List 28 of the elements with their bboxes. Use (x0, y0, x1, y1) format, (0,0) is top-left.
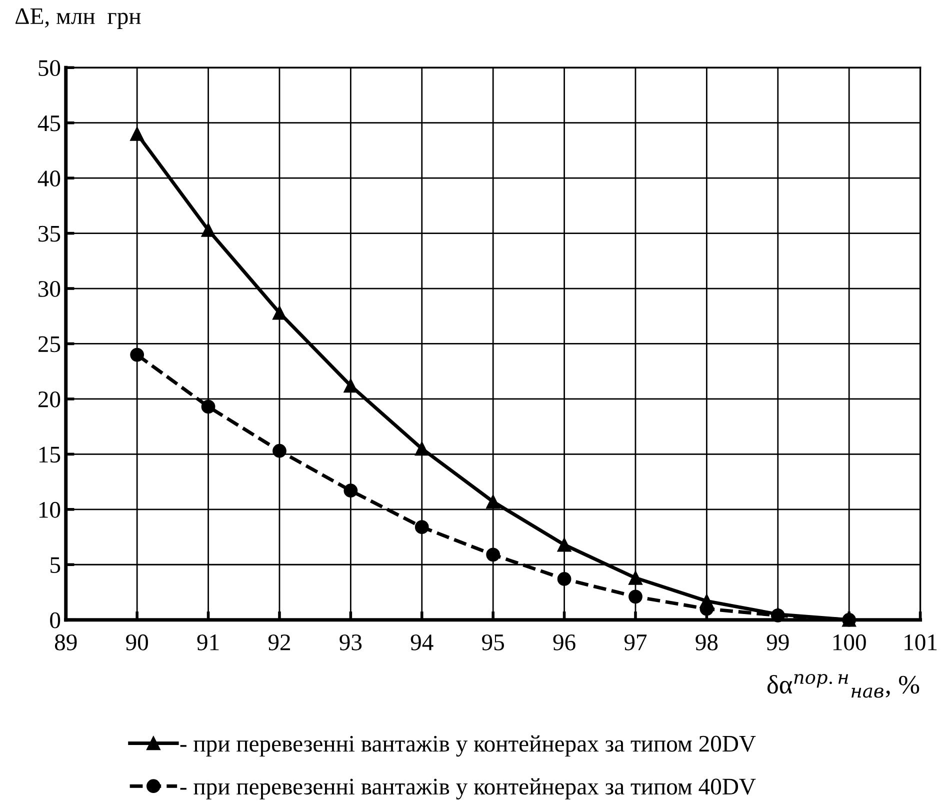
y-tick-label: 10 (39, 502, 60, 518)
y-tick-label: 50 (38, 60, 60, 76)
y-tick-label: 15 (39, 446, 60, 463)
y-tick-label: 40 (38, 170, 60, 186)
x-tick-label: 90 (126, 634, 148, 650)
x-tick-label: 89 (54, 634, 77, 650)
legend-label: - при перевезенні вантажів у контейнерах за типом 20DV (180, 735, 756, 757)
x-tick-label: 93 (340, 634, 362, 650)
y-tick-label: 30 (38, 281, 60, 297)
y-tick-label: 5 (50, 557, 60, 574)
y-tick-label: 20 (38, 391, 60, 408)
y-axis-title: ΔE, млн грн (16, 8, 141, 29)
x-tick-label: 97 (624, 634, 647, 650)
x-tick-label: 92 (268, 634, 290, 650)
x-tick-label: 98 (696, 634, 718, 650)
y-tick-label: 45 (38, 115, 60, 132)
x-tick-label: 101 (904, 634, 937, 650)
x-tick-label: 96 (553, 634, 576, 650)
x-tick-label: 94 (410, 634, 434, 650)
y-tick-label: 0 (50, 612, 60, 628)
x-tick-label: 91 (197, 634, 219, 650)
x-axis-title: δα$^{пор.н}$$_{нав}$, % (767, 674, 920, 698)
x-tick-label: 95 (482, 634, 504, 650)
x-tick-label: 99 (766, 634, 789, 650)
x-tick-label: 100 (833, 634, 866, 650)
y-tick-label: 35 (38, 226, 60, 242)
legend-label: - при перевезенні вантажів у контейнерах за типом 40DV (180, 778, 756, 800)
y-tick-label: 25 (38, 336, 60, 352)
